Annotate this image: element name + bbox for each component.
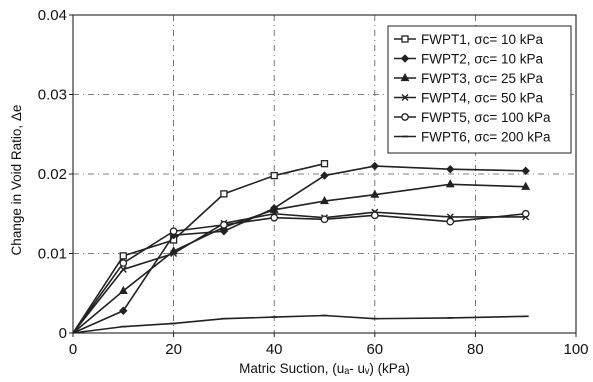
data-point	[270, 213, 279, 222]
legend-label: FWPT4, σᴄ= 50 kPa	[421, 91, 543, 106]
data-point	[446, 217, 455, 226]
legend-items: FWPT1, σᴄ= 10 kPa FWPT2, σᴄ= 10 kPa FWPT3,…	[394, 32, 551, 145]
data-point	[521, 166, 530, 176]
data-point	[119, 265, 127, 273]
legend: FWPT1, σᴄ= 10 kPa FWPT2, σᴄ= 10 kPa FWPT3,…	[387, 25, 572, 154]
legend-marker	[400, 72, 410, 82]
data-point	[521, 209, 530, 218]
data-point	[320, 195, 329, 205]
legend-marker	[400, 54, 410, 63]
series-group	[72, 160, 531, 334]
legend-marker	[401, 35, 409, 43]
x-tick-label: 20	[165, 341, 182, 358]
data-point	[220, 190, 228, 198]
data-point	[446, 165, 455, 174]
y-tick-label: 0.02	[38, 166, 67, 183]
y-tick-label: 0.01	[38, 246, 67, 263]
data-point	[270, 171, 278, 180]
y-tick-label: 0	[59, 325, 67, 342]
series-line	[72, 212, 526, 334]
data-point	[445, 179, 455, 188]
data-point	[320, 171, 329, 180]
grid	[73, 15, 576, 333]
data-point	[169, 227, 178, 236]
data-point	[521, 181, 531, 190]
data-point	[370, 189, 380, 198]
series-fwpt6	[72, 314, 529, 334]
series-fwpt3	[72, 179, 531, 334]
data-point	[119, 252, 127, 260]
legend-item: FWPT1, σᴄ= 10 kPa	[394, 32, 543, 47]
series-line	[72, 183, 526, 334]
legend-item: FWPT2, σᴄ= 10 kPa	[394, 52, 543, 67]
x-tick-label: 100	[563, 341, 588, 358]
x-tick-label: 0	[69, 341, 77, 358]
data-point	[119, 306, 128, 315]
data-point	[118, 285, 128, 294]
y-axis-ticks: 0 0.01 0.02 0.03 0.04	[38, 7, 73, 342]
legend-label: FWPT2, σᴄ= 10 kPa	[421, 52, 543, 67]
data-point	[170, 250, 178, 257]
data-point	[220, 221, 228, 229]
y-tick-label: 0.04	[38, 7, 67, 24]
y-tick-label: 0.03	[38, 87, 67, 104]
series-fwpt2	[72, 161, 530, 334]
series-line	[72, 211, 526, 334]
data-point	[370, 211, 379, 220]
legend-label: FWPT3, σᴄ= 25 kPa	[421, 71, 543, 86]
x-tick-label: 40	[266, 341, 283, 358]
legend-item: FWPT6, σᴄ= 200 kPa	[394, 130, 551, 145]
series-fwpt4	[72, 208, 530, 334]
x-axis-title: Matric Suction, (uₐ- uᵥ) (kPa)	[239, 361, 410, 376]
legend-item: FWPT4, σᴄ= 50 kPa	[394, 91, 543, 106]
data-point	[320, 160, 329, 168]
legend-label: FWPT1, σᴄ= 10 kPa	[421, 32, 543, 47]
series-line	[72, 314, 526, 334]
y-axis-title: Change in Void Ratio, Δe	[9, 105, 24, 256]
legend-marker	[401, 94, 409, 101]
data-point	[269, 204, 279, 213]
legend-item: FWPT5, σᴄ= 100 kPa	[394, 110, 551, 125]
legend-label: FWPT6, σᴄ= 200 kPa	[421, 130, 551, 145]
series-fwpt5	[72, 209, 530, 334]
legend-marker	[401, 113, 409, 121]
data-point	[370, 161, 380, 171]
legend-item: FWPT3, σᴄ= 25 kPa	[394, 71, 543, 86]
series-line	[72, 162, 325, 334]
legend-box	[387, 25, 572, 154]
legend-label: FWPT5, σᴄ= 100 kPa	[421, 110, 551, 125]
x-tick-label: 60	[366, 341, 383, 358]
x-tick-label: 80	[467, 341, 484, 358]
data-point	[119, 259, 128, 267]
x-axis-ticks: 0 20 40 60 80 100	[69, 333, 589, 358]
data-point	[320, 215, 329, 224]
series-fwpt1	[72, 160, 329, 334]
